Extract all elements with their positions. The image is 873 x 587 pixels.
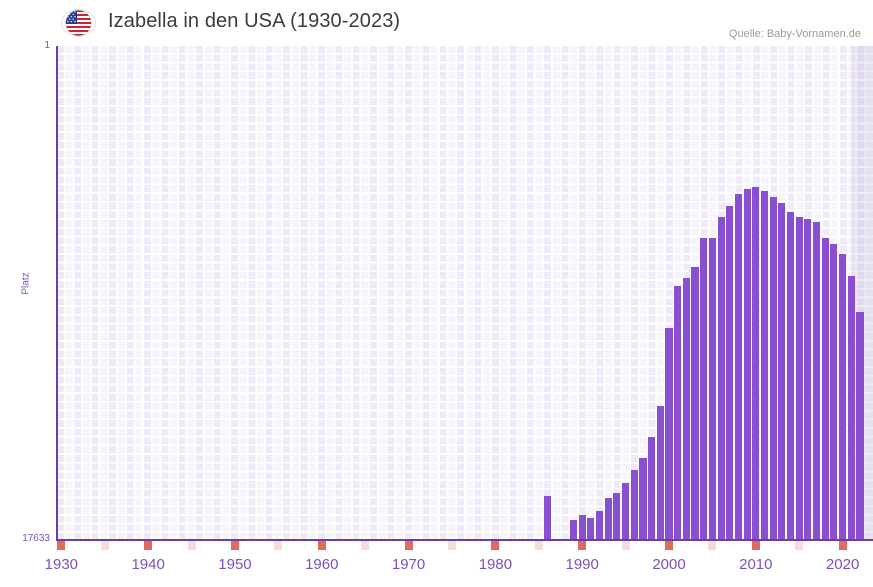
bar-1991[interactable]: [587, 518, 595, 540]
x-tick-2000: [665, 541, 673, 550]
bar-1986[interactable]: [543, 496, 551, 540]
x-tick-2010: [751, 541, 760, 550]
bar-2017[interactable]: [813, 222, 821, 540]
bar-1989[interactable]: [569, 520, 578, 540]
x-tick-1975: [447, 541, 456, 550]
bar-2019[interactable]: [830, 244, 838, 540]
x-tick-1935: [100, 541, 109, 550]
x-tick-1985: [534, 541, 543, 550]
x-tick-2020: [838, 541, 847, 550]
bar-1994[interactable]: [613, 493, 621, 540]
bar-2006[interactable]: [717, 217, 725, 540]
x-axis-label-1940: 1940: [131, 556, 165, 573]
x-tick-1955: [274, 541, 283, 550]
x-axis-label-1990: 1990: [565, 556, 599, 573]
bar-2003[interactable]: [691, 267, 699, 540]
x-tick-1990: [578, 541, 587, 550]
bar-1992[interactable]: [596, 511, 604, 540]
bar-2007[interactable]: [726, 206, 734, 540]
bar-1995[interactable]: [622, 483, 630, 540]
bar-2009[interactable]: [743, 189, 751, 540]
bar-1998[interactable]: [648, 437, 656, 540]
bar-2016[interactable]: [804, 219, 812, 540]
x-tick-1995: [621, 541, 630, 550]
bar-1999[interactable]: [656, 406, 664, 540]
bar-2020[interactable]: [839, 254, 847, 540]
bar-1990[interactable]: [578, 515, 586, 540]
y-axis-tick-top: 1: [44, 40, 50, 51]
x-tick-1945: [187, 541, 196, 550]
bar-2001[interactable]: [674, 286, 682, 540]
x-axis-label-1970: 1970: [391, 556, 426, 573]
us-flag-icon: [62, 10, 95, 36]
bar-2015[interactable]: [795, 217, 803, 540]
y-axis-tick-bottom: 17633: [22, 533, 50, 544]
bar-2011[interactable]: [760, 191, 769, 540]
page-title: Izabella in den USA (1930-2023): [108, 10, 401, 32]
y-axis-title: Platz: [20, 272, 32, 295]
bar-2014[interactable]: [786, 212, 795, 540]
bar-2021[interactable]: [847, 276, 855, 540]
bar-2002[interactable]: [682, 278, 690, 540]
bar-2000[interactable]: [665, 328, 673, 540]
x-axis-label-1980: 1980: [478, 556, 513, 573]
bar-2022[interactable]: [856, 312, 864, 540]
bar-2018[interactable]: [821, 238, 829, 540]
bar-2012[interactable]: [769, 197, 777, 540]
x-tick-2015: [795, 541, 804, 550]
bar-2005[interactable]: [708, 238, 716, 540]
chart-header: Izabella in den USA (1930-2023) Quelle: …: [0, 0, 873, 46]
x-axis-label-2000: 2000: [652, 556, 686, 573]
x-axis-label-2020: 2020: [825, 556, 860, 573]
source-attribution: Quelle: Baby-Vornamen.de: [728, 28, 861, 40]
y-axis-line: [56, 46, 58, 540]
x-axis-label-2010: 2010: [739, 556, 773, 573]
x-axis-line: [56, 539, 873, 541]
bar-1996[interactable]: [630, 470, 638, 540]
plot-area: [57, 46, 873, 540]
x-axis-label-1930: 1930: [44, 556, 79, 573]
x-tick-1930: [57, 541, 66, 550]
bar-2013[interactable]: [778, 203, 786, 540]
x-tick-1940: [144, 541, 153, 550]
x-tick-1980: [491, 541, 500, 550]
x-tick-2005: [708, 541, 717, 550]
x-tick-1965: [361, 541, 370, 550]
bar-2004[interactable]: [700, 238, 708, 540]
x-axis-label-1950: 1950: [218, 556, 252, 573]
x-tick-1960: [317, 541, 326, 550]
x-tick-1950: [230, 541, 239, 550]
bar-2008[interactable]: [734, 194, 742, 540]
x-axis-label-1960: 1960: [305, 556, 339, 573]
bar-1997[interactable]: [639, 458, 647, 540]
bar-2010[interactable]: [752, 187, 760, 540]
bar-1993[interactable]: [604, 498, 612, 540]
x-tick-1970: [404, 541, 413, 550]
